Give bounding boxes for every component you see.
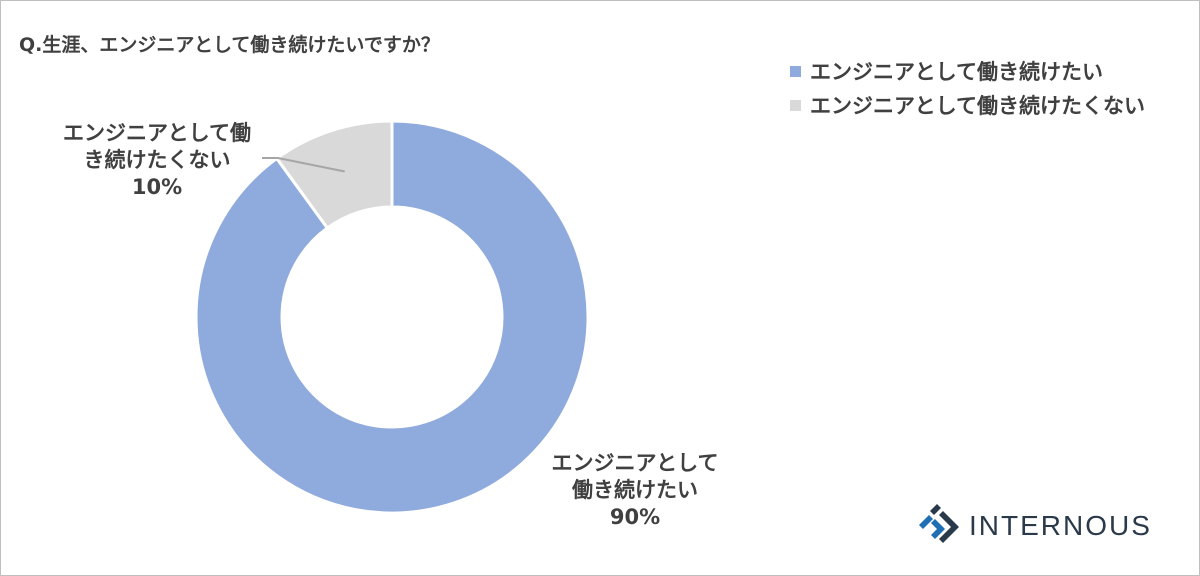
legend-label-continue: エンジニアとして働き続けたい	[810, 60, 1103, 84]
legend: エンジニアとして働き続けたい エンジニアとして働き続けたくない	[790, 54, 1145, 122]
legend-swatch-continue	[790, 65, 801, 77]
data-label-continue-value: 90%	[609, 505, 661, 529]
data-label-not-continue-line-1: エンジニアとして働	[63, 121, 251, 145]
data-label-continue-line-2: 働き続けたい	[572, 478, 698, 502]
internous-logo-icon	[919, 504, 959, 543]
legend-swatch-not-continue	[790, 99, 801, 111]
data-label-continue: エンジニアとして 働き続けたい 90%	[515, 450, 755, 531]
internous-logo: INTERNOUS	[915, 503, 1152, 549]
leader-line-not-continue	[262, 157, 345, 173]
legend-item-not-continue: エンジニアとして働き続けたくない	[790, 88, 1145, 122]
slice-not-continue	[274, 119, 394, 231]
data-label-not-continue-line-2: き続けたくない	[83, 148, 231, 172]
legend-label-not-continue: エンジニアとして働き続けたくない	[810, 94, 1145, 118]
slice-continue	[194, 119, 590, 515]
legend-item-continue: エンジニアとして働き続けたい	[790, 54, 1145, 88]
data-label-not-continue: エンジニアとして働 き続けたくない 10%	[32, 120, 282, 201]
data-label-not-continue-value: 10%	[131, 175, 183, 199]
chart-title: Q.生涯、エンジニアとして働き続けたいですか？	[19, 34, 440, 56]
internous-logo-text: INTERNOUS	[969, 510, 1152, 541]
data-label-continue-line-1: エンジニアとして	[551, 451, 719, 475]
